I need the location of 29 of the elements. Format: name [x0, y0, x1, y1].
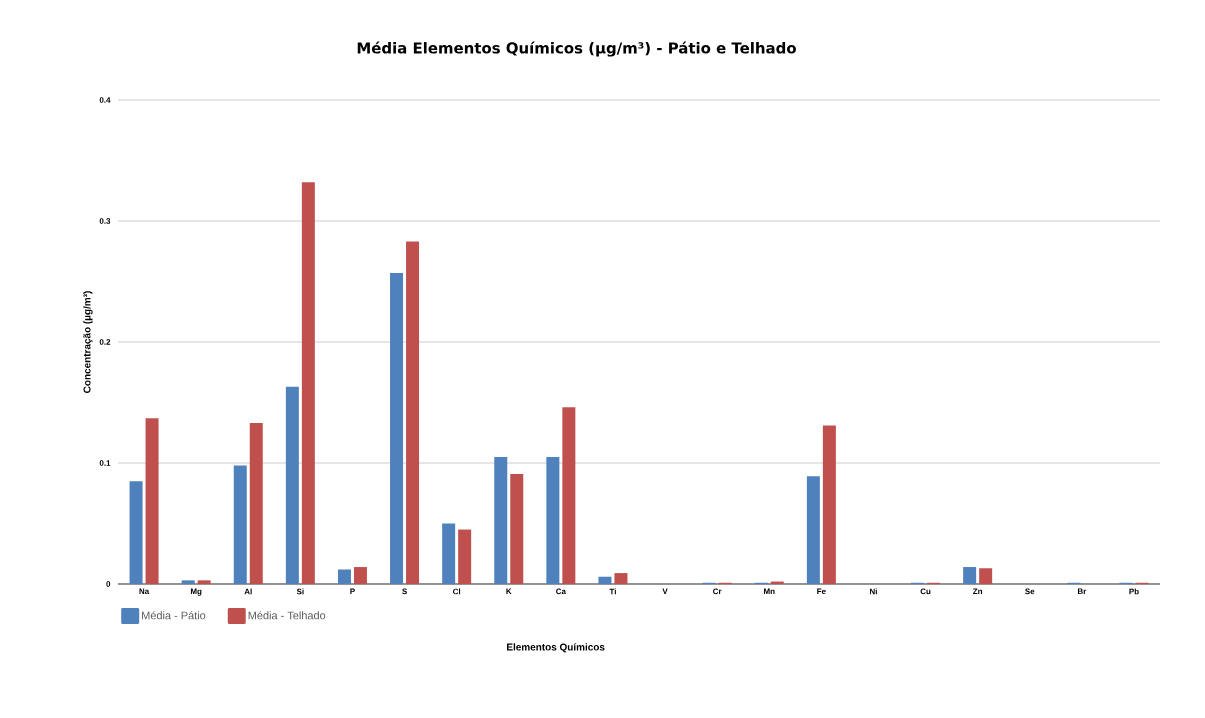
bar — [181, 580, 195, 584]
bar — [233, 465, 247, 584]
y-axis-title: Concentração (µg/m³) — [83, 291, 93, 393]
bar — [249, 423, 263, 584]
x-axis-title: Elementos Químicos — [507, 643, 605, 653]
bar — [145, 418, 159, 584]
legend-label: Média - Pátio — [142, 611, 206, 620]
bar — [337, 569, 351, 584]
bar — [546, 456, 560, 584]
bar — [301, 182, 315, 584]
bar — [129, 481, 143, 584]
bar — [285, 386, 299, 584]
bar — [510, 473, 524, 584]
bar — [614, 573, 628, 584]
bar — [353, 567, 367, 584]
bar — [390, 273, 404, 584]
bar — [458, 529, 472, 584]
bar — [562, 407, 576, 584]
bar — [806, 476, 820, 584]
legend-label: Média - Telhado — [248, 611, 326, 620]
bar — [406, 241, 420, 584]
bar — [979, 568, 993, 584]
bar — [598, 576, 612, 584]
bar — [963, 567, 977, 584]
bar — [822, 425, 836, 584]
bar — [494, 456, 508, 584]
bar — [442, 523, 456, 584]
chart-title: Média Elementos Químicos (µg/m³) - Pátio e Telhado — [357, 41, 796, 57]
bar — [197, 580, 211, 584]
